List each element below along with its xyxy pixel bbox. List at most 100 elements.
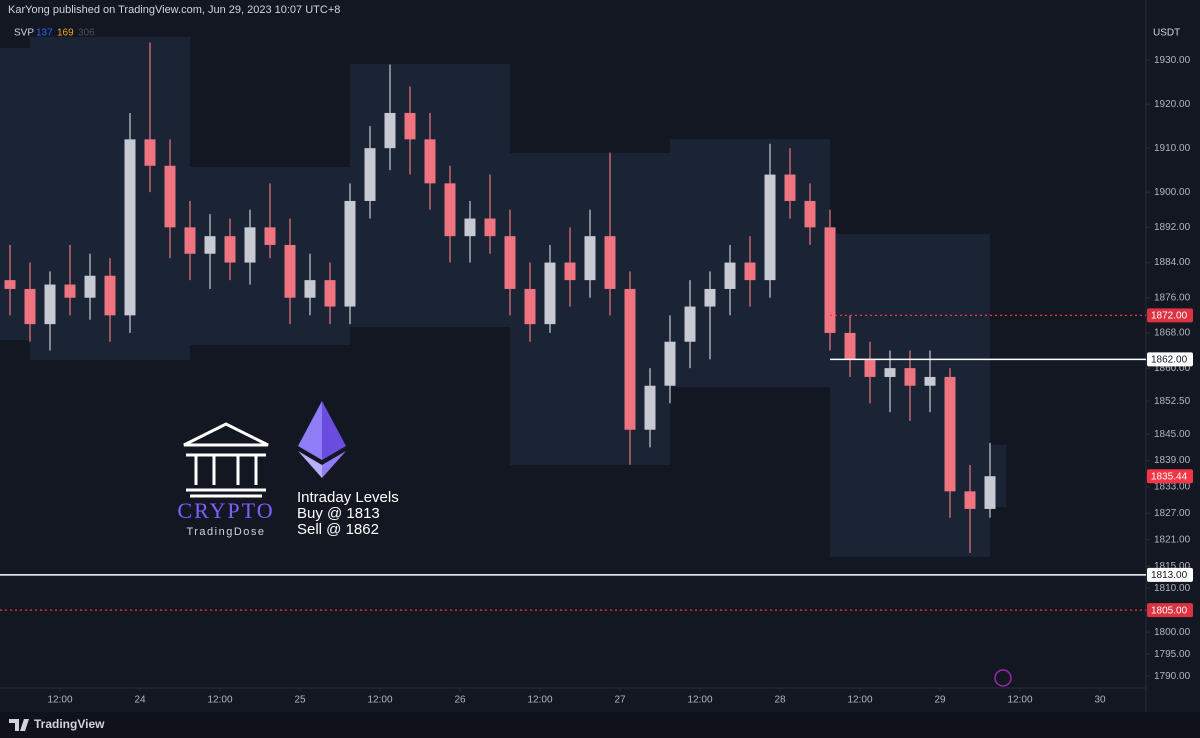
y-tick-label: 1900.00	[1154, 187, 1191, 198]
candle-body	[224, 236, 236, 263]
candle-body	[184, 227, 196, 254]
y-tick-label: 1795.00	[1154, 649, 1191, 660]
y-tick-label: 1892.00	[1154, 222, 1191, 233]
candle-body	[464, 218, 476, 237]
y-tick-label: 1810.00	[1154, 583, 1191, 594]
x-tick-label: 12:00	[687, 695, 712, 706]
alert-icon[interactable]	[994, 669, 1012, 687]
price-tag	[1147, 308, 1193, 323]
candle-body	[764, 174, 776, 281]
candle-body	[84, 275, 96, 298]
candle-body	[64, 284, 76, 298]
price-tag-label: 1805.00	[1151, 605, 1188, 616]
x-tick-label: 12:00	[1007, 695, 1032, 706]
x-tick-label: 25	[294, 695, 306, 706]
candle-body	[924, 376, 936, 386]
candle-body	[884, 368, 896, 377]
price-tag-label: 1872.00	[1151, 310, 1188, 321]
candle-body	[524, 288, 536, 325]
candle-body	[944, 376, 956, 492]
y-tick-label: 1876.00	[1154, 292, 1191, 303]
candle-body	[804, 200, 816, 228]
price-tag	[1147, 469, 1193, 484]
brand: CRYPTO	[177, 498, 274, 523]
brand-sub: TradingDose	[186, 526, 265, 538]
x-tick-label: 24	[134, 695, 146, 706]
y-tick-label: 1868.00	[1154, 328, 1191, 339]
y-tick-label: 1852.50	[1154, 396, 1191, 407]
indicator-param: 306	[78, 28, 95, 39]
candle-body	[504, 236, 516, 289]
y-tick-label: 1845.00	[1154, 429, 1191, 440]
indicator-param: 137	[36, 28, 53, 39]
candle-body	[204, 236, 216, 254]
candle-body	[164, 165, 176, 228]
candle-body	[904, 368, 916, 386]
candle-body	[704, 288, 716, 307]
candle-body	[424, 139, 436, 184]
candle-body	[824, 227, 836, 333]
candle-body	[744, 262, 756, 281]
candle-body	[624, 288, 636, 430]
y-tick-label: 1833.00	[1154, 482, 1191, 493]
x-tick-label: 12:00	[367, 695, 392, 706]
x-tick-label: 12:00	[207, 695, 232, 706]
y-tick-label: 1910.00	[1154, 143, 1191, 154]
candle-body	[284, 244, 296, 298]
price-tag	[1147, 352, 1193, 367]
y-tick-label: 1790.00	[1154, 671, 1191, 682]
price-tag	[1147, 567, 1193, 582]
y-tick-label: 1821.00	[1154, 534, 1191, 545]
candle-body	[244, 227, 256, 263]
y-tick-label: 1815.00	[1154, 561, 1191, 572]
x-tick-label: 12:00	[527, 695, 552, 706]
y-tick-label: 1800.00	[1154, 627, 1191, 638]
overlay-line: Buy @ 1813	[297, 505, 380, 522]
candle-body	[564, 262, 576, 281]
price-tag	[1147, 603, 1193, 618]
y-tick-label: 1920.00	[1154, 99, 1191, 110]
candle-body	[784, 174, 796, 201]
eth-logo	[298, 401, 346, 478]
candle-body	[444, 183, 456, 237]
x-tick-label: 28	[774, 695, 786, 706]
candle-body	[684, 306, 696, 342]
candle-body	[304, 280, 316, 298]
candle-body	[264, 227, 276, 245]
y-tick-label: 1884.00	[1154, 257, 1191, 268]
candle-body	[344, 200, 356, 307]
candle-body	[384, 112, 396, 149]
y-tick-label: 1827.00	[1154, 508, 1191, 519]
candle-body	[4, 280, 16, 289]
candle-body	[404, 112, 416, 140]
footer-bar	[0, 712, 1200, 738]
x-tick-label: 12:00	[847, 695, 872, 706]
candle-body	[364, 148, 376, 201]
candle-body	[44, 284, 56, 325]
x-tick-label: 12:00	[47, 695, 72, 706]
y-tick-label: 1860.00	[1154, 363, 1191, 374]
price-tag-label: 1813.00	[1151, 570, 1188, 581]
candle-body	[864, 359, 876, 377]
candle-body	[124, 139, 136, 316]
price-tag-label: 1835.44	[1151, 471, 1188, 482]
overlay-line: Sell @ 1862	[297, 521, 379, 538]
candle-body	[544, 262, 556, 325]
indicator-param: 169	[57, 28, 74, 39]
indicator-name: SVP	[14, 28, 34, 39]
candle-body	[104, 275, 116, 316]
y-tick-label: 1930.00	[1154, 55, 1191, 66]
candle-body	[604, 236, 616, 289]
currency: USDT	[1153, 28, 1180, 39]
x-tick-label: 29	[934, 695, 946, 706]
y-tick-label: 1839.00	[1154, 455, 1191, 466]
x-tick-label: 26	[454, 695, 466, 706]
candle-body	[964, 491, 976, 509]
candle-body	[724, 262, 736, 289]
header: KarYong published on TradingView.com, Ju…	[8, 4, 340, 16]
candle-body	[484, 218, 496, 237]
candle-body	[644, 385, 656, 430]
footer-text: TradingView	[34, 717, 105, 731]
